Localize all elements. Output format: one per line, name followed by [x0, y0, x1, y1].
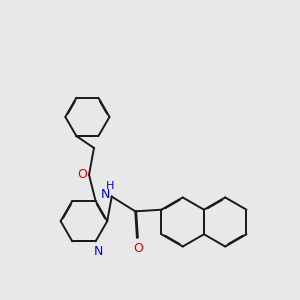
- Text: N: N: [101, 188, 110, 202]
- Text: O: O: [134, 242, 143, 255]
- Text: N: N: [94, 245, 103, 258]
- Text: H: H: [106, 181, 114, 191]
- Text: O: O: [77, 168, 87, 181]
